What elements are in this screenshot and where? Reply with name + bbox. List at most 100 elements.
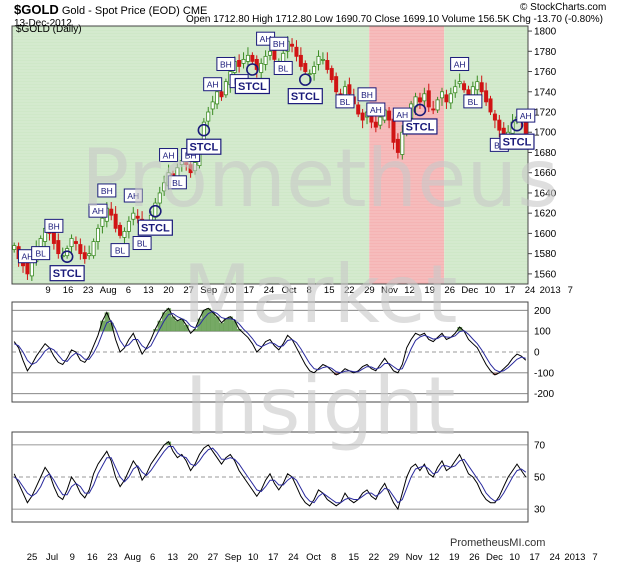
rsi-panel-tick-label: 50	[534, 473, 546, 484]
stcl-marker	[197, 123, 211, 137]
stcl-box	[234, 77, 270, 95]
candle-body	[334, 76, 339, 93]
pivot-label: AH	[207, 80, 219, 90]
stcl-box	[402, 118, 438, 135]
candle-body	[360, 112, 365, 121]
price-x-label: 10	[223, 285, 234, 296]
cci-panel-extreme-fill	[201, 310, 207, 332]
stcl-box	[499, 133, 535, 150]
pivot-label: AH	[370, 105, 382, 115]
candle-body	[492, 113, 497, 121]
pivot-label: BL	[468, 97, 479, 107]
candle-body	[387, 110, 392, 121]
bottom-x-label: 10	[248, 552, 259, 563]
bottom-x-label: Dec	[486, 552, 503, 563]
bottom-x-label: 25	[27, 552, 38, 563]
stockcharts-credit: © StockCharts.com	[520, 2, 607, 13]
price-x-label: Nov	[381, 285, 398, 296]
price-x-label: Sep	[200, 285, 217, 296]
panel-label: $GOLD (Daily)	[16, 24, 82, 35]
price-x-label: 17	[505, 285, 516, 296]
pivot-label: BL	[172, 178, 183, 188]
stcl-label: STCL	[238, 81, 267, 93]
pivot-box	[31, 246, 51, 261]
candle-body	[38, 238, 43, 247]
candle-body	[457, 81, 462, 85]
price-x-label: 20	[163, 285, 174, 296]
pivot-label: BL	[35, 249, 46, 259]
candle-body	[56, 240, 61, 255]
candle-body	[259, 63, 264, 73]
stcl-box	[287, 88, 323, 105]
candle-body	[206, 111, 211, 122]
candle-body	[497, 119, 502, 131]
pivot-box	[335, 94, 355, 109]
candle-body	[488, 98, 493, 113]
candle-body	[118, 224, 123, 236]
price-tick-label: 1680	[534, 148, 557, 159]
cci-panel-extreme-fill	[161, 312, 167, 332]
pivot-label: BL	[278, 63, 289, 73]
candle-body	[426, 90, 431, 108]
price-x-label: 26	[444, 285, 455, 296]
pivot-box	[516, 108, 536, 123]
price-x-label: 24	[264, 285, 275, 296]
candle-body	[400, 131, 405, 155]
pivot-box	[123, 188, 143, 203]
stcl-label: STCL	[141, 223, 170, 235]
rsi-panel-main-line	[13, 440, 527, 511]
price-tick-label: 1640	[534, 188, 557, 199]
pivot-label: BH	[361, 90, 373, 100]
price-x-label: 13	[143, 285, 154, 296]
cci-panel-extreme-fill	[184, 324, 189, 332]
cci-panel-main-line	[13, 307, 527, 376]
cci-panel-extreme-fill	[100, 320, 105, 332]
rsi-panel-tick-label: 70	[534, 440, 546, 451]
pivot-label: BH	[273, 39, 285, 49]
bottom-x-label: 17	[268, 552, 279, 563]
stcl-label: STCL	[291, 91, 320, 103]
bottom-x-label: Sep	[225, 552, 242, 563]
candle-body	[378, 116, 383, 126]
bottom-x-label: 9	[70, 552, 75, 563]
bottom-x-label: 27	[208, 552, 219, 563]
chart-title: $GOLD Gold - Spot Price (EOD) CME	[14, 2, 207, 17]
bottom-x-label: 23	[107, 552, 118, 563]
pivot-label: BH	[185, 151, 197, 161]
candle-body	[470, 86, 475, 96]
price-tick-label: 1720	[534, 108, 557, 119]
bottom-x-label: Aug	[124, 552, 141, 563]
pivot-label: AH	[163, 151, 175, 161]
price-tick-label: 1620	[534, 209, 557, 220]
price-x-label: Oct	[282, 285, 297, 296]
candle-body	[431, 108, 436, 111]
low-value: Low 1690.70	[314, 14, 372, 25]
close-value: Close 1699.10	[374, 14, 440, 25]
price-tick-label: 1700	[534, 128, 557, 139]
candle-body	[73, 241, 78, 244]
candle-body	[237, 60, 242, 67]
bottom-x-label: 16	[87, 552, 98, 563]
pivot-label: AH	[22, 252, 34, 262]
candle-body	[391, 118, 396, 143]
pivot-label: AH	[92, 206, 104, 216]
candle-body	[290, 43, 295, 47]
price-x-label: 22	[344, 285, 355, 296]
price-x-label: 17	[244, 285, 255, 296]
exchange: CME	[182, 5, 208, 17]
candle-body	[325, 60, 330, 70]
price-tick-label: 1740	[534, 87, 557, 98]
candle-body	[263, 55, 268, 65]
bottom-x-label: Nov	[406, 552, 423, 563]
stcl-marker	[413, 103, 427, 117]
footer-site: PrometheusMI.com	[450, 537, 546, 549]
candle-body	[267, 50, 272, 56]
price-x-label: 2013	[540, 285, 561, 296]
candle-body	[316, 55, 321, 65]
candle-body	[435, 99, 440, 111]
candle-body	[96, 227, 101, 242]
cci-panel-extreme-fill	[104, 312, 110, 332]
stcl-label: STCL	[406, 121, 435, 133]
cci-panel-extreme-fill	[170, 316, 176, 332]
cci-panel-extreme-fill	[175, 320, 180, 332]
